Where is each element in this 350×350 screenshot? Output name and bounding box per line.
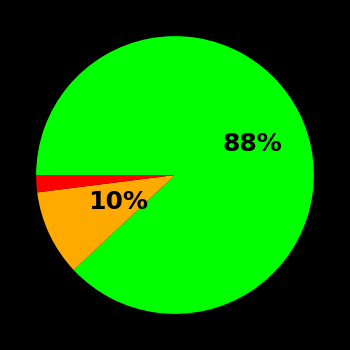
Text: 10%: 10% xyxy=(89,190,148,214)
Wedge shape xyxy=(36,36,314,314)
Wedge shape xyxy=(36,175,175,192)
Wedge shape xyxy=(37,175,175,270)
Text: 88%: 88% xyxy=(223,132,282,156)
